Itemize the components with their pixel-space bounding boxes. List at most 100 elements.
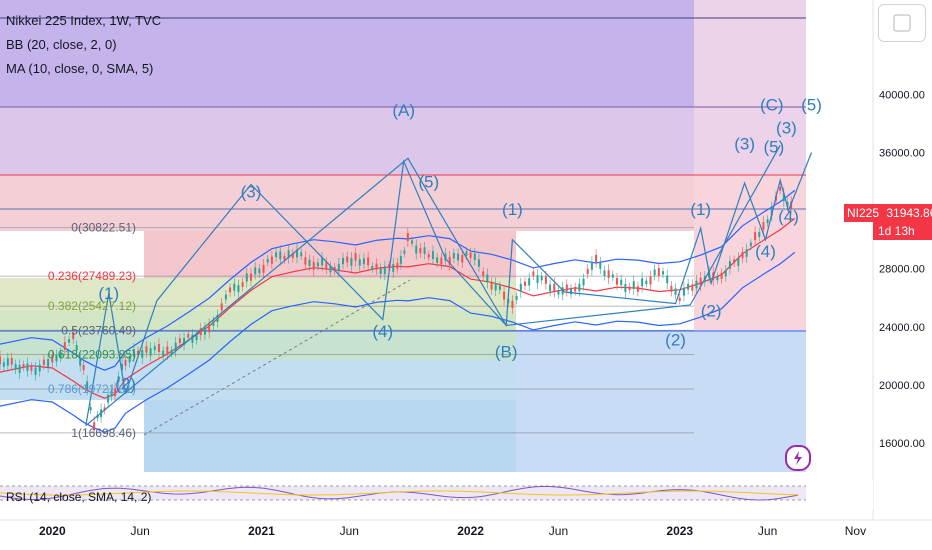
candle-body — [599, 262, 602, 269]
time-tick-label: Nov — [845, 524, 866, 538]
candle-body — [208, 324, 211, 333]
candle-body — [22, 364, 25, 368]
candle-body — [490, 282, 493, 290]
candle-body — [624, 284, 627, 292]
candle-body — [178, 338, 181, 344]
candle-body — [695, 280, 698, 289]
candle-body — [337, 263, 340, 272]
candle-body — [628, 286, 631, 290]
square-button-icon — [893, 14, 911, 32]
fib-zone-0618 — [0, 331, 516, 360]
candle-body — [237, 285, 240, 293]
candle-body — [392, 264, 395, 272]
candle-body — [82, 364, 85, 371]
candle-body — [782, 193, 785, 202]
candle-body — [641, 278, 644, 287]
candle-body — [523, 281, 526, 286]
candle-body — [296, 249, 299, 258]
flash-button[interactable] — [785, 445, 811, 471]
time-tick-label: Jun — [130, 524, 149, 538]
candle-body — [270, 256, 273, 264]
candle-body — [183, 337, 186, 345]
time-axis[interactable]: 2020 Jun 2021 Jun 2022 Jun 2023 Jun Nov — [39, 524, 866, 538]
wave-label: (1) — [502, 200, 523, 219]
elliott-wave-lines — [85, 145, 813, 427]
candle-body — [229, 287, 232, 293]
candle-body — [636, 286, 639, 292]
time-tick-label: Jun — [549, 524, 568, 538]
candle-body — [465, 251, 468, 256]
candle-body — [452, 252, 455, 259]
bb-indicator-legend[interactable]: BB (20, close, 2, 0) — [6, 37, 117, 52]
fib-zone-0786 — [0, 360, 516, 400]
candle-body — [423, 247, 426, 254]
fib-level-label: 0.618(22093.85) — [48, 348, 136, 362]
price-tick-label: 20000.00 — [879, 380, 925, 392]
candle-body — [620, 279, 623, 285]
candle-body — [436, 257, 439, 263]
wave-label: (4) — [755, 242, 776, 261]
candle-body — [779, 186, 782, 191]
candle-body — [549, 284, 552, 292]
bb-basis-line — [0, 217, 796, 399]
candle-body — [494, 283, 497, 291]
candle-body — [329, 266, 332, 273]
candle-body — [216, 314, 219, 322]
candle-body — [275, 252, 278, 258]
candle-body — [399, 255, 402, 264]
time-tick-label: 2022 — [457, 524, 484, 538]
time-tick-label: Jun — [340, 524, 359, 538]
time-tick-label: 2020 — [39, 524, 66, 538]
time-tick-label: Jun — [758, 524, 777, 538]
candle-body — [254, 267, 257, 275]
candle-body — [354, 253, 357, 261]
candle-body — [396, 262, 399, 269]
candle-body — [595, 254, 598, 263]
candle-body — [578, 283, 581, 292]
wave-label: (5) — [763, 138, 784, 157]
candle-body — [86, 381, 89, 390]
price-axis[interactable]: 16000.0020000.0024000.0028000.0032000.00… — [879, 31, 925, 450]
candle-body — [448, 256, 451, 265]
candle-body — [406, 233, 409, 241]
bb-upper-line — [0, 189, 796, 371]
last-price: 31943.86 — [886, 206, 932, 220]
price-tick-label: 28000.00 — [879, 264, 925, 276]
candle-body — [55, 354, 58, 362]
candle-body — [170, 349, 173, 354]
candle-body — [212, 320, 215, 326]
candle-body — [93, 422, 96, 431]
candle-body — [565, 284, 568, 292]
candle-body — [72, 332, 75, 340]
wave-label: (4) — [778, 207, 799, 226]
candle-body — [473, 253, 476, 261]
candle-body — [2, 362, 5, 367]
candle-body — [632, 281, 635, 289]
candle-body — [653, 269, 656, 276]
candle-body — [14, 364, 17, 370]
candle-body — [10, 357, 13, 365]
candle-body — [754, 232, 757, 241]
candle-body — [51, 355, 54, 363]
candle-body — [682, 287, 685, 296]
candle-body — [110, 390, 113, 397]
fib-level-label: 0.5(23760.49) — [61, 323, 136, 337]
candle-body — [283, 256, 286, 260]
price-tick-label: 16000.00 — [879, 438, 925, 450]
candle-body — [79, 357, 82, 366]
candle-body — [121, 363, 124, 371]
candle-body — [141, 349, 144, 358]
square-button[interactable] — [878, 4, 926, 42]
candle-body — [733, 259, 736, 264]
price-tag: NI225 31943.86 — [844, 204, 932, 222]
wave-label: (B) — [495, 342, 518, 361]
candle-body — [262, 264, 265, 273]
purple-zone-2 — [0, 107, 694, 175]
rsi-legend[interactable]: RSI (14, close, SMA, 14, 2) — [6, 490, 152, 504]
candle-body — [586, 268, 589, 275]
wave-label: (3) — [734, 135, 755, 154]
ma-indicator-legend[interactable]: MA (10, close, 0, SMA, 5) — [6, 61, 154, 76]
candle-body — [607, 270, 610, 279]
candle-body — [678, 297, 681, 301]
